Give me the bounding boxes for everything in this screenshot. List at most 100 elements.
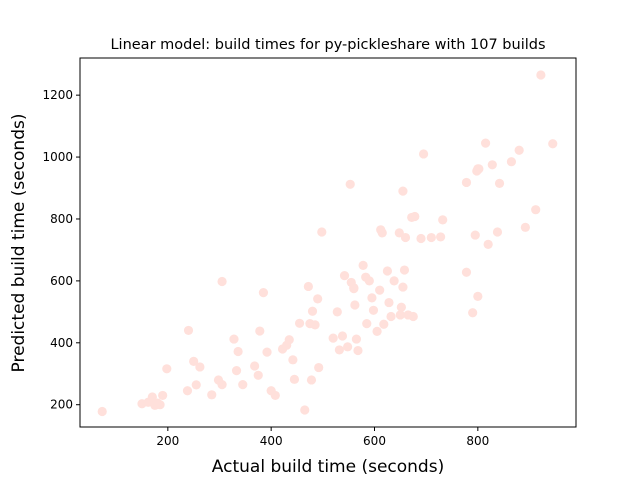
data-point (207, 390, 217, 400)
x-tick-label: 600 (363, 434, 386, 448)
data-point (253, 370, 263, 380)
data-point (229, 334, 239, 344)
data-point (384, 297, 394, 308)
data-point (483, 239, 493, 249)
data-point (548, 139, 558, 149)
data-point (426, 232, 436, 243)
data-point (339, 271, 350, 281)
data-point (349, 284, 359, 294)
data-point (473, 291, 483, 301)
y-tick-label: 600 (50, 274, 73, 288)
data-point (506, 157, 517, 167)
data-point (284, 335, 294, 345)
data-point (191, 380, 201, 390)
data-point (480, 138, 491, 148)
y-tick-label: 800 (50, 212, 73, 226)
data-point (436, 232, 446, 242)
x-axis-label: Actual build time (seconds) (212, 457, 444, 477)
data-point (375, 285, 385, 295)
data-point (350, 300, 360, 310)
data-point (368, 305, 379, 315)
data-point (97, 406, 107, 417)
data-point (382, 266, 393, 276)
data-point (514, 145, 524, 155)
data-point (410, 211, 420, 222)
data-point (337, 331, 348, 341)
data-point (162, 364, 172, 374)
data-point (147, 392, 157, 402)
data-point (389, 276, 399, 286)
y-axis-ticks: 200 400 600 800 1000 1200 (42, 88, 80, 412)
data-point (396, 302, 406, 312)
chart-title: Linear model: build times for py-pickles… (110, 37, 545, 53)
data-point (494, 178, 505, 188)
data-point (487, 160, 497, 170)
y-axis-label: Predicted build time (seconds) (9, 114, 29, 373)
data-point (307, 306, 318, 316)
plot-frame (79, 57, 577, 428)
data-point (217, 276, 227, 287)
data-point (520, 222, 530, 232)
data-point (386, 311, 396, 322)
data-point (438, 215, 448, 225)
data-point (195, 362, 205, 372)
data-point (217, 379, 227, 390)
data-point (398, 282, 408, 292)
data-point (353, 345, 363, 356)
data-point (294, 318, 305, 328)
data-point (358, 260, 368, 271)
x-tick-label: 200 (156, 434, 179, 448)
data-point (470, 230, 480, 240)
data-point (377, 228, 387, 238)
data-point (250, 361, 260, 371)
data-point (258, 288, 269, 298)
data-point (492, 227, 503, 237)
data-point (238, 379, 248, 390)
data-point (531, 205, 541, 215)
data-point (345, 179, 355, 189)
data-point (395, 310, 405, 320)
data-point (182, 386, 193, 396)
data-point (231, 366, 242, 376)
data-point (158, 390, 168, 401)
data-point (461, 177, 472, 188)
data-point (400, 232, 411, 243)
data-point (343, 342, 353, 352)
data-point (468, 308, 478, 318)
data-point (310, 320, 320, 330)
data-point (255, 326, 265, 336)
data-point (183, 325, 194, 336)
y-tick-label: 1200 (42, 88, 73, 102)
data-point (317, 227, 327, 237)
data-point (408, 311, 418, 322)
data-point (418, 149, 429, 159)
x-tick-label: 800 (466, 434, 489, 448)
data-point (155, 400, 165, 410)
data-point (473, 164, 483, 174)
data-point (233, 346, 243, 357)
x-tick-label: 400 (260, 434, 283, 448)
data-point (379, 319, 389, 329)
y-tick-label: 200 (50, 398, 73, 412)
data-point (362, 319, 372, 329)
y-tick-label: 400 (50, 336, 73, 350)
data-point (270, 390, 280, 401)
data-point (189, 356, 199, 366)
data-point (372, 326, 382, 336)
data-point (328, 333, 338, 343)
data-point (289, 374, 300, 384)
data-point (303, 281, 313, 292)
x-axis-ticks: 200 400 600 800 (156, 427, 489, 448)
data-point (367, 293, 377, 303)
data-point (262, 347, 272, 357)
data-point (300, 405, 310, 415)
data-point (398, 186, 408, 196)
data-point (288, 355, 298, 365)
data-point (416, 233, 426, 244)
data-point (313, 294, 323, 304)
data-point (334, 345, 344, 355)
data-point (306, 375, 317, 385)
data-point (461, 267, 472, 277)
data-point (351, 334, 362, 344)
